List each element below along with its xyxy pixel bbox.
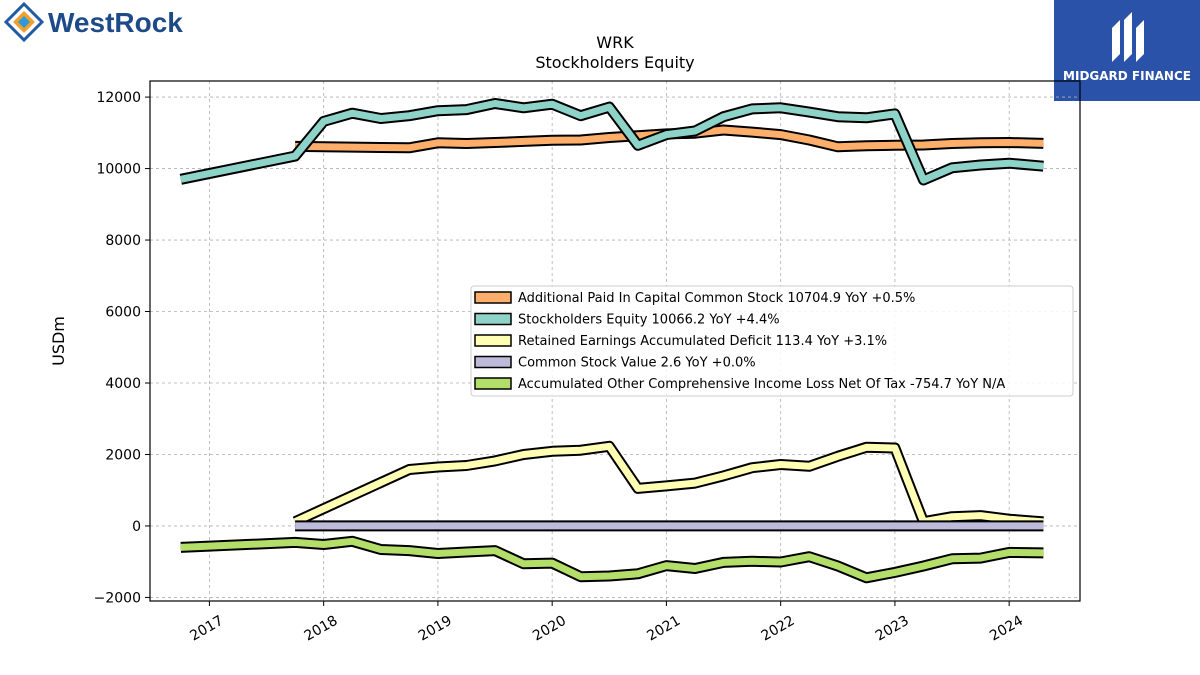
y-tick-label: 12000 xyxy=(96,90,141,106)
legend-entry: Additional Paid In Capital Common Stock … xyxy=(474,291,915,306)
y-tick-label: 0 xyxy=(132,519,141,535)
midgard-finance-logo-text: MIDGARD FINANCE xyxy=(1063,69,1191,83)
legend-label: Accumulated Other Comprehensive Income L… xyxy=(518,377,1005,392)
x-tick-label: 2019 xyxy=(416,613,455,645)
legend-entry: Stockholders Equity 10066.2 YoY +4.4% xyxy=(474,312,780,328)
x-tick-label: 2023 xyxy=(873,613,912,645)
y-tick-label: 2000 xyxy=(105,447,141,463)
x-tick-label: 2017 xyxy=(187,613,226,645)
y-tick-label: 6000 xyxy=(105,305,141,321)
series-line-2 xyxy=(179,98,1044,186)
legend-swatch xyxy=(474,291,512,304)
x-axis: 2017 2018 2019 2020 2021 2022 2023 2024 xyxy=(187,601,1026,644)
legend-swatch xyxy=(474,355,512,369)
y-tick-label: −2000 xyxy=(94,590,141,606)
westrock-logo-mark: WestRock xyxy=(3,1,183,43)
chart-title: WRK xyxy=(596,33,634,52)
series-line-5 xyxy=(180,535,1044,584)
legend-entry: Common Stock Value 2.6 YoY +0.0% xyxy=(474,355,756,371)
legend-swatch xyxy=(474,312,512,326)
x-tick-label: 2024 xyxy=(987,613,1026,645)
y-tick-label: 10000 xyxy=(96,162,141,178)
westrock-logo: WestRock xyxy=(3,1,194,46)
y-tick-label: 8000 xyxy=(105,233,141,249)
y-axis: −2000 0 2000 4000 6000 8000 10000 12000 xyxy=(94,90,150,606)
series-line-3 xyxy=(292,440,1044,528)
y-tick-label: 4000 xyxy=(105,376,141,392)
legend-entry: Retained Earnings Accumulated Deficit 11… xyxy=(474,334,887,349)
legend-box xyxy=(470,285,1074,397)
series-line-fill xyxy=(293,442,1044,526)
series-line-fill xyxy=(180,100,1044,184)
legend-entry: Accumulated Other Comprehensive Income L… xyxy=(474,377,1005,392)
x-tick-label: 2018 xyxy=(302,613,341,645)
y-axis-label: USDm xyxy=(49,316,68,366)
plot-frame xyxy=(149,80,1081,602)
legend-swatch xyxy=(474,334,512,347)
x-tick-label: 2022 xyxy=(759,613,798,645)
legend-label: Retained Earnings Accumulated Deficit 11… xyxy=(518,334,887,349)
midgard-finance-logo: MIDGARD FINANCE xyxy=(1054,0,1200,101)
legend-label: Stockholders Equity 10066.2 YoY +4.4% xyxy=(518,313,780,328)
legend-label: Common Stock Value 2.6 YoY +0.0% xyxy=(518,356,756,371)
x-tick-label: 2020 xyxy=(530,613,569,645)
westrock-logo-text: WestRock xyxy=(48,7,183,38)
chart-subtitle: Stockholders Equity xyxy=(535,53,694,72)
legend: Additional Paid In Capital Common Stock … xyxy=(470,285,1074,397)
legend-swatch xyxy=(474,377,512,390)
x-tick-label: 2021 xyxy=(644,613,683,645)
series-line-fill xyxy=(180,537,1044,582)
legend-label: Additional Paid In Capital Common Stock … xyxy=(518,291,915,306)
series-layer xyxy=(179,98,1044,584)
